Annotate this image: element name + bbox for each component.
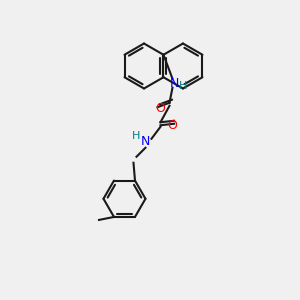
Text: H: H [179,81,187,91]
Text: H: H [132,131,141,141]
Text: N: N [169,77,179,90]
Text: O: O [155,102,165,115]
Text: N: N [141,135,150,148]
Text: O: O [167,119,177,132]
